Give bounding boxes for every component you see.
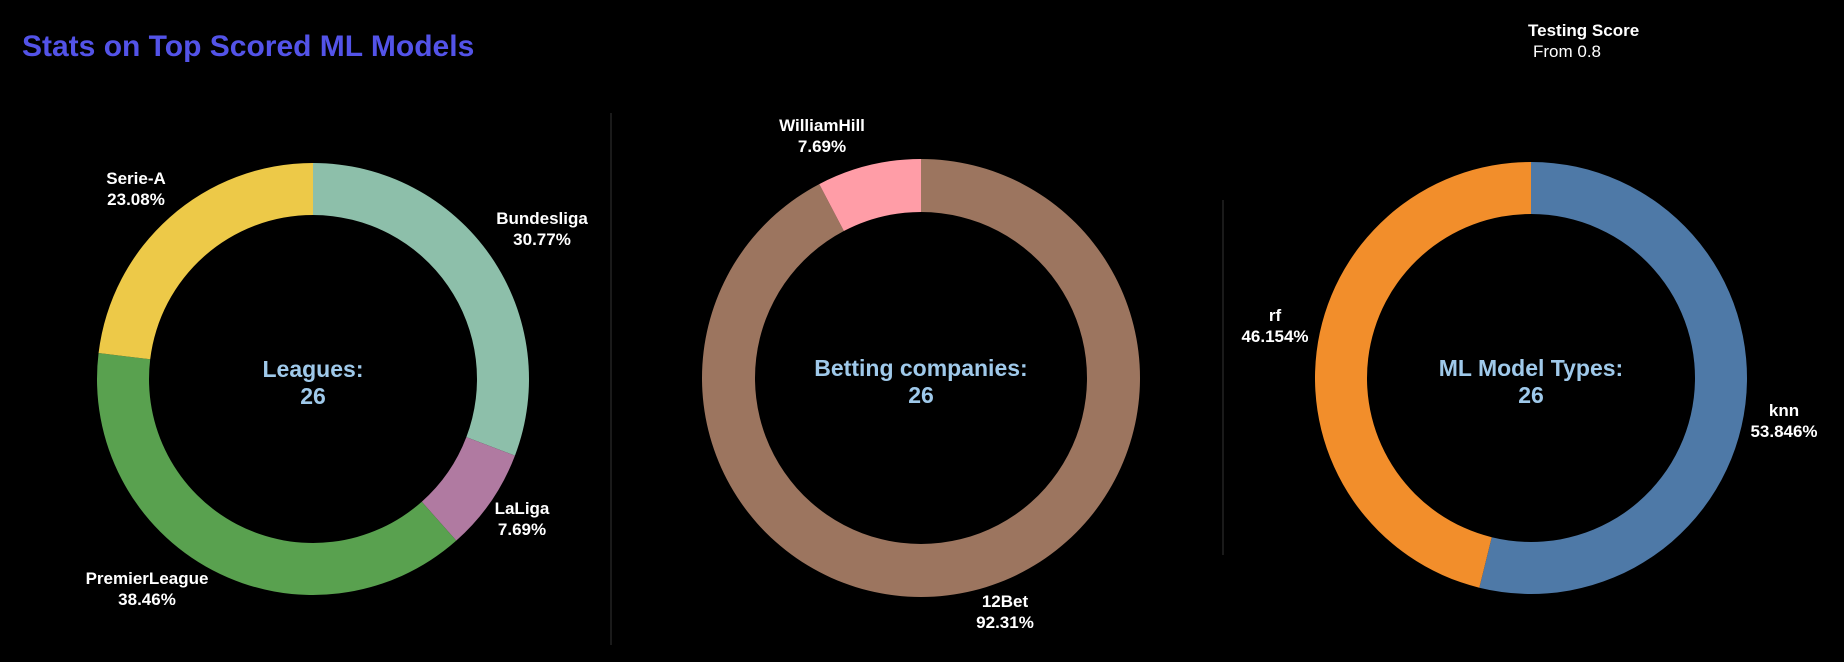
page-title: Stats on Top Scored ML Models	[22, 30, 475, 63]
donut-slice-rf[interactable]	[1315, 162, 1531, 588]
slice-label-12bet: 12Bet	[982, 592, 1029, 611]
center-value: 26	[300, 383, 326, 409]
slice-percent-12bet: 92.31%	[976, 613, 1034, 632]
slice-percent-knn: 53.846%	[1750, 422, 1817, 441]
slice-label-premierleague: PremierLeague	[86, 569, 209, 588]
slice-label-laliga: LaLiga	[495, 499, 550, 518]
center-label: Leagues:	[263, 356, 364, 382]
slice-percent-rf: 46.154%	[1241, 327, 1308, 346]
slice-percent-premierleague: 38.46%	[118, 590, 176, 609]
slice-label-knn: knn	[1769, 401, 1799, 420]
filter-label: Testing Score	[1528, 21, 1640, 40]
center-label: ML Model Types:	[1439, 355, 1623, 381]
donut-slice-laliga[interactable]	[421, 437, 515, 541]
slice-label-serie-a: Serie-A	[106, 169, 166, 188]
donut-slice-premierleague[interactable]	[96, 353, 457, 595]
center-value: 26	[908, 382, 934, 408]
slice-label-williamhill: WilliamHill	[779, 116, 865, 135]
slice-label-bundesliga: Bundesliga	[496, 209, 588, 228]
donut-slice-williamhill[interactable]	[819, 159, 921, 232]
slice-percent-serie-a: 23.08%	[107, 190, 165, 209]
slice-percent-bundesliga: 30.77%	[513, 230, 571, 249]
filter-value: From 0.8	[1533, 42, 1602, 61]
testing-score-filter[interactable]: Testing Score From 0.8	[1528, 20, 1639, 62]
slice-percent-laliga: 7.69%	[498, 520, 546, 539]
slice-label-rf: rf	[1269, 306, 1282, 325]
slice-percent-williamhill: 7.69%	[798, 137, 846, 156]
donut-slice-bundesliga[interactable]	[313, 163, 529, 456]
donut-slice-serie-a[interactable]	[98, 163, 313, 360]
center-value: 26	[1518, 382, 1544, 408]
donut-slice-knn[interactable]	[1479, 162, 1747, 594]
center-label: Betting companies:	[814, 355, 1027, 381]
